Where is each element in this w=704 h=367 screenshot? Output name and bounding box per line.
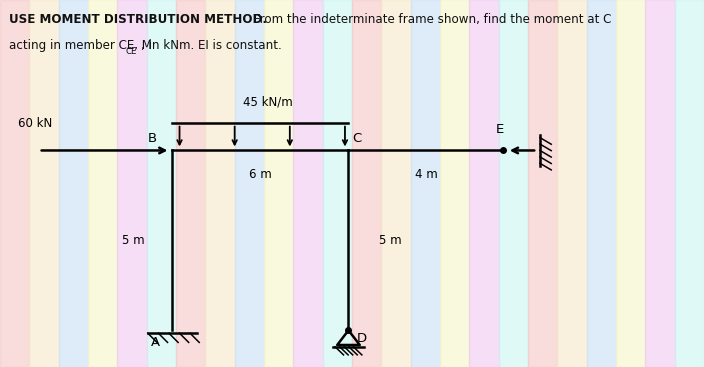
Bar bbox=[470, 0, 498, 367]
Bar bbox=[498, 0, 528, 367]
Bar bbox=[118, 0, 146, 367]
Bar bbox=[352, 0, 382, 367]
Bar bbox=[264, 0, 294, 367]
Bar bbox=[440, 0, 470, 367]
Text: CE: CE bbox=[125, 47, 137, 56]
Bar bbox=[616, 0, 646, 367]
Bar bbox=[146, 0, 176, 367]
Bar bbox=[206, 0, 234, 367]
Text: C: C bbox=[352, 132, 361, 145]
Text: 5 m: 5 m bbox=[379, 234, 402, 247]
Bar bbox=[88, 0, 118, 367]
Text: E: E bbox=[496, 123, 504, 136]
Text: 6 m: 6 m bbox=[249, 168, 272, 181]
Text: 5 m: 5 m bbox=[122, 234, 145, 247]
Text: D: D bbox=[357, 332, 367, 345]
Bar bbox=[382, 0, 410, 367]
Text: 4 m: 4 m bbox=[415, 168, 437, 181]
Bar bbox=[528, 0, 558, 367]
Text: USE MOMENT DISTRIBUTION METHOD.: USE MOMENT DISTRIBUTION METHOD. bbox=[9, 13, 267, 26]
Bar bbox=[58, 0, 88, 367]
Bar bbox=[322, 0, 352, 367]
Bar bbox=[674, 0, 704, 367]
Text: acting in member CE, M: acting in member CE, M bbox=[9, 39, 152, 51]
Bar bbox=[646, 0, 674, 367]
Text: 60 kN: 60 kN bbox=[18, 117, 52, 130]
Text: 45 kN/m: 45 kN/m bbox=[243, 95, 292, 108]
Bar bbox=[176, 0, 206, 367]
Bar bbox=[410, 0, 440, 367]
Text: From the indeterminate frame shown, find the moment at C: From the indeterminate frame shown, find… bbox=[250, 13, 611, 26]
Bar bbox=[30, 0, 58, 367]
Bar bbox=[558, 0, 586, 367]
Bar bbox=[0, 0, 30, 367]
Text: B: B bbox=[148, 132, 157, 145]
Bar bbox=[234, 0, 264, 367]
Bar bbox=[294, 0, 322, 367]
Text: , in kNm. EI is constant.: , in kNm. EI is constant. bbox=[141, 39, 282, 51]
Text: A: A bbox=[151, 336, 160, 349]
Bar bbox=[586, 0, 616, 367]
